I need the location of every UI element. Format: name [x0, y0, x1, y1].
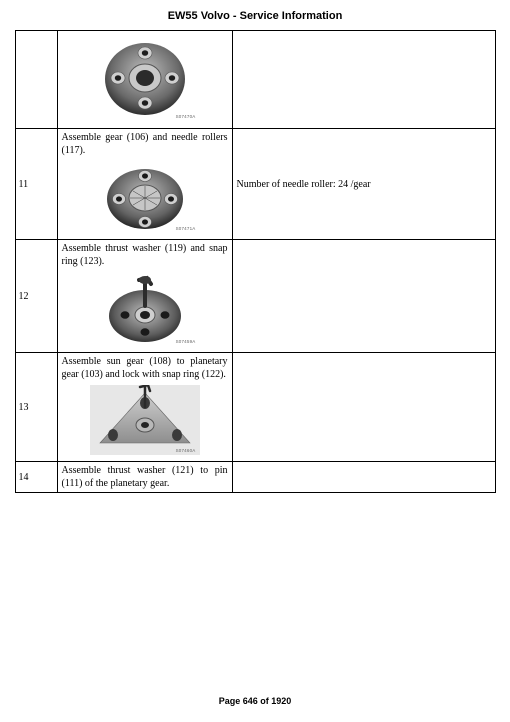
step-figure: S07470A	[57, 31, 232, 129]
step-number: 11	[15, 129, 57, 240]
figure-caption: S07459A	[176, 339, 196, 344]
step-instruction: Assemble thrust washer (121) to pin (111…	[57, 462, 232, 493]
step-number	[15, 31, 57, 129]
figure-caption: S07470A	[176, 114, 196, 119]
step-note	[232, 353, 495, 462]
service-steps-table: S07470A 11Assemble gear (106) and needle …	[15, 30, 496, 493]
step-note	[232, 240, 495, 353]
step-instruction: Assemble gear (106) and needle rollers (…	[57, 129, 232, 160]
step-note: Number of needle roller: 24 /gear	[232, 129, 495, 240]
step-number: 12	[15, 240, 57, 353]
step-figure: S07460A	[57, 383, 232, 462]
figure-caption: S07471A	[176, 226, 196, 231]
step-number: 14	[15, 462, 57, 493]
step-figure: S07459A	[57, 270, 232, 353]
page-title: EW55 Volvo - Service Information	[0, 0, 510, 30]
step-figure: S07471A	[57, 159, 232, 240]
step-instruction: Assemble sun gear (108) to planetary gea…	[57, 353, 232, 384]
step-note	[232, 31, 495, 129]
step-number: 13	[15, 353, 57, 462]
step-note	[232, 462, 495, 493]
page-footer: Page 646 of 1920	[0, 696, 510, 706]
figure-caption: S07460A	[176, 448, 196, 453]
step-instruction: Assemble thrust washer (119) and snap ri…	[57, 240, 232, 271]
